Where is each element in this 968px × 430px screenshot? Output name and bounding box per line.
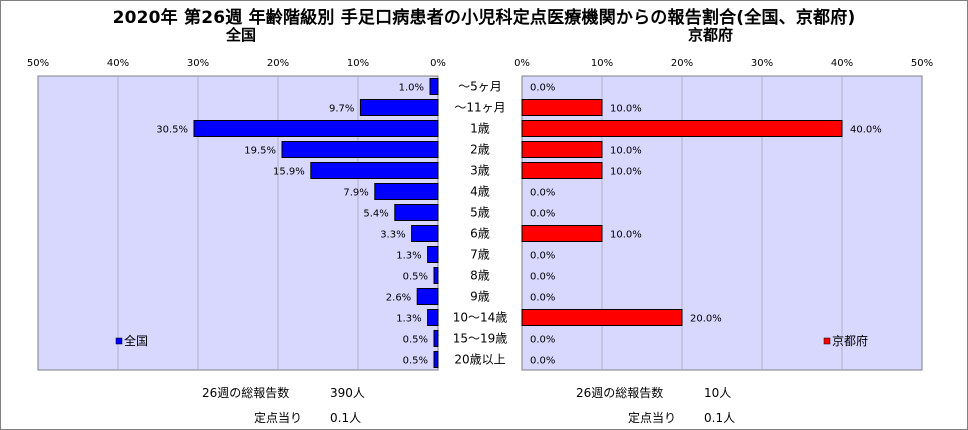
right-bar bbox=[521, 162, 603, 179]
left-panel-title: 全国 bbox=[226, 26, 257, 44]
right-data-label: 0.0% bbox=[530, 188, 555, 199]
right-data-label: 10.0% bbox=[610, 230, 642, 241]
left-data-label: 5.4% bbox=[363, 209, 388, 220]
category-label: 5歳 bbox=[470, 206, 490, 220]
category-label: ～11ヶ月 bbox=[454, 101, 505, 115]
chart-title: 2020年 第26週 年齢階級別 手足口病患者の小児科定点医療機関からの報告割合… bbox=[112, 8, 856, 28]
right-legend-swatch bbox=[823, 337, 831, 345]
left-bar bbox=[433, 267, 439, 284]
left-bar bbox=[427, 309, 439, 326]
right-data-label: 0.0% bbox=[530, 272, 555, 283]
right-x-tick-label: 50% bbox=[911, 58, 933, 69]
right-total-value: 10人 bbox=[704, 386, 732, 400]
left-data-label: 7.9% bbox=[343, 188, 368, 199]
left-legend-swatch bbox=[115, 337, 123, 345]
left-total-value: 390人 bbox=[330, 386, 365, 400]
right-bar bbox=[521, 141, 603, 158]
right-bar bbox=[521, 225, 603, 242]
left-bar bbox=[281, 141, 439, 158]
right-data-label: 0.0% bbox=[530, 251, 555, 262]
right-data-label: 0.0% bbox=[530, 335, 555, 346]
left-bar bbox=[394, 204, 439, 221]
left-data-label: 0.5% bbox=[403, 356, 428, 367]
category-label: 3歳 bbox=[470, 164, 490, 178]
right-legend-label: 京都府 bbox=[832, 333, 868, 348]
left-per-site-label: 定点当り bbox=[254, 411, 303, 425]
right-data-label: 20.0% bbox=[690, 314, 722, 325]
right-data-label: 40.0% bbox=[850, 125, 882, 136]
left-data-label: 2.6% bbox=[386, 293, 411, 304]
left-bar bbox=[416, 288, 439, 305]
right-data-label: 0.0% bbox=[530, 356, 555, 367]
category-label: 1歳 bbox=[470, 122, 490, 136]
category-label: 10～14歳 bbox=[453, 311, 508, 325]
left-bar bbox=[433, 351, 439, 368]
left-data-label: 30.5% bbox=[156, 125, 188, 136]
right-x-tick-label: 30% bbox=[751, 58, 773, 69]
right-per-site-label: 定点当り bbox=[628, 411, 677, 425]
right-panel-title: 京都府 bbox=[688, 26, 734, 44]
left-x-tick-label: 0% bbox=[430, 58, 446, 69]
left-per-site-value: 0.1人 bbox=[330, 411, 362, 425]
right-data-label: 0.0% bbox=[530, 83, 555, 94]
category-label: 4歳 bbox=[470, 185, 490, 199]
category-label: 6歳 bbox=[470, 227, 490, 241]
left-data-label: 1.3% bbox=[396, 314, 421, 325]
left-bar bbox=[310, 162, 439, 179]
left-data-label: 0.5% bbox=[403, 272, 428, 283]
left-bar bbox=[427, 246, 439, 263]
right-x-tick-label: 10% bbox=[591, 58, 613, 69]
right-bar bbox=[521, 120, 843, 137]
category-label: 8歳 bbox=[470, 269, 490, 283]
category-label: 7歳 bbox=[470, 248, 490, 262]
left-x-tick-label: 40% bbox=[107, 58, 129, 69]
left-x-tick-label: 10% bbox=[347, 58, 369, 69]
left-legend-label: 全国 bbox=[124, 333, 148, 348]
category-label: ～5ヶ月 bbox=[458, 80, 502, 94]
left-total-label: 26週の総報告数 bbox=[202, 386, 290, 400]
left-data-label: 1.3% bbox=[396, 251, 421, 262]
left-x-tick-label: 30% bbox=[187, 58, 209, 69]
right-data-label: 0.0% bbox=[530, 293, 555, 304]
left-bar bbox=[411, 225, 439, 242]
left-x-tick-label: 50% bbox=[27, 58, 49, 69]
left-data-label: 0.5% bbox=[403, 335, 428, 346]
category-label: 20歳以上 bbox=[454, 353, 505, 367]
left-data-label: 19.5% bbox=[244, 146, 276, 157]
left-data-label: 1.0% bbox=[399, 83, 424, 94]
left-bar bbox=[374, 183, 439, 200]
left-data-label: 9.7% bbox=[329, 104, 354, 115]
left-bar bbox=[359, 99, 439, 116]
right-per-site-value: 0.1人 bbox=[704, 411, 736, 425]
right-x-tick-label: 0% bbox=[514, 58, 530, 69]
right-data-label: 10.0% bbox=[610, 146, 642, 157]
right-bar bbox=[521, 99, 603, 116]
left-bar bbox=[429, 78, 439, 95]
right-data-label: 10.0% bbox=[610, 167, 642, 178]
right-bar bbox=[521, 309, 683, 326]
left-data-label: 3.3% bbox=[380, 230, 405, 241]
category-label: 2歳 bbox=[470, 143, 490, 157]
right-data-label: 0.0% bbox=[530, 209, 555, 220]
left-bar bbox=[433, 330, 439, 347]
category-label: 15～19歳 bbox=[453, 332, 508, 346]
right-total-label: 26週の総報告数 bbox=[576, 386, 664, 400]
left-data-label: 15.9% bbox=[273, 167, 305, 178]
left-x-tick-label: 20% bbox=[267, 58, 289, 69]
right-x-tick-label: 20% bbox=[671, 58, 693, 69]
left-bar bbox=[193, 120, 439, 137]
right-x-tick-label: 40% bbox=[831, 58, 853, 69]
right-data-label: 10.0% bbox=[610, 104, 642, 115]
category-label: 9歳 bbox=[470, 290, 490, 304]
